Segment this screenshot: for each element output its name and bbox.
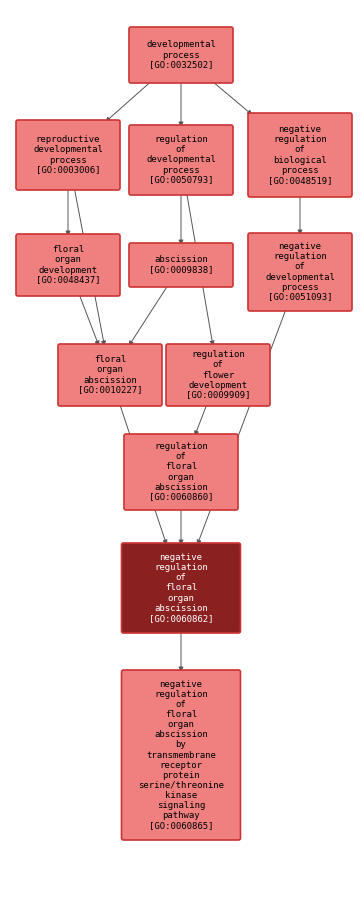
FancyBboxPatch shape <box>129 125 233 195</box>
Text: negative
regulation
of
floral
organ
abscission
by
transmembrane
receptor
protein: negative regulation of floral organ absc… <box>138 680 224 830</box>
Text: developmental
process
[GO:0032502]: developmental process [GO:0032502] <box>146 40 216 70</box>
FancyBboxPatch shape <box>124 434 238 510</box>
FancyBboxPatch shape <box>248 113 352 197</box>
Text: negative
regulation
of
floral
organ
abscission
[GO:0060862]: negative regulation of floral organ absc… <box>149 554 213 623</box>
FancyBboxPatch shape <box>58 344 162 406</box>
FancyBboxPatch shape <box>122 670 240 840</box>
FancyBboxPatch shape <box>129 27 233 83</box>
Text: regulation
of
floral
organ
abscission
[GO:0060860]: regulation of floral organ abscission [G… <box>149 443 213 502</box>
FancyBboxPatch shape <box>122 543 240 633</box>
FancyBboxPatch shape <box>248 233 352 311</box>
FancyBboxPatch shape <box>129 243 233 287</box>
FancyBboxPatch shape <box>16 120 120 190</box>
Text: abscission
[GO:0009838]: abscission [GO:0009838] <box>149 255 213 275</box>
Text: floral
organ
abscission
[GO:0010227]: floral organ abscission [GO:0010227] <box>78 355 142 395</box>
FancyBboxPatch shape <box>166 344 270 406</box>
Text: floral
organ
development
[GO:0048437]: floral organ development [GO:0048437] <box>36 245 100 285</box>
Text: negative
regulation
of
developmental
process
[GO:0051093]: negative regulation of developmental pro… <box>265 243 335 302</box>
Text: negative
regulation
of
biological
process
[GO:0048519]: negative regulation of biological proces… <box>268 125 332 185</box>
Text: regulation
of
flower
development
[GO:0009909]: regulation of flower development [GO:000… <box>186 350 250 400</box>
Text: reproductive
developmental
process
[GO:0003006]: reproductive developmental process [GO:0… <box>33 135 103 175</box>
Text: regulation
of
developmental
process
[GO:0050793]: regulation of developmental process [GO:… <box>146 135 216 185</box>
FancyBboxPatch shape <box>16 234 120 296</box>
